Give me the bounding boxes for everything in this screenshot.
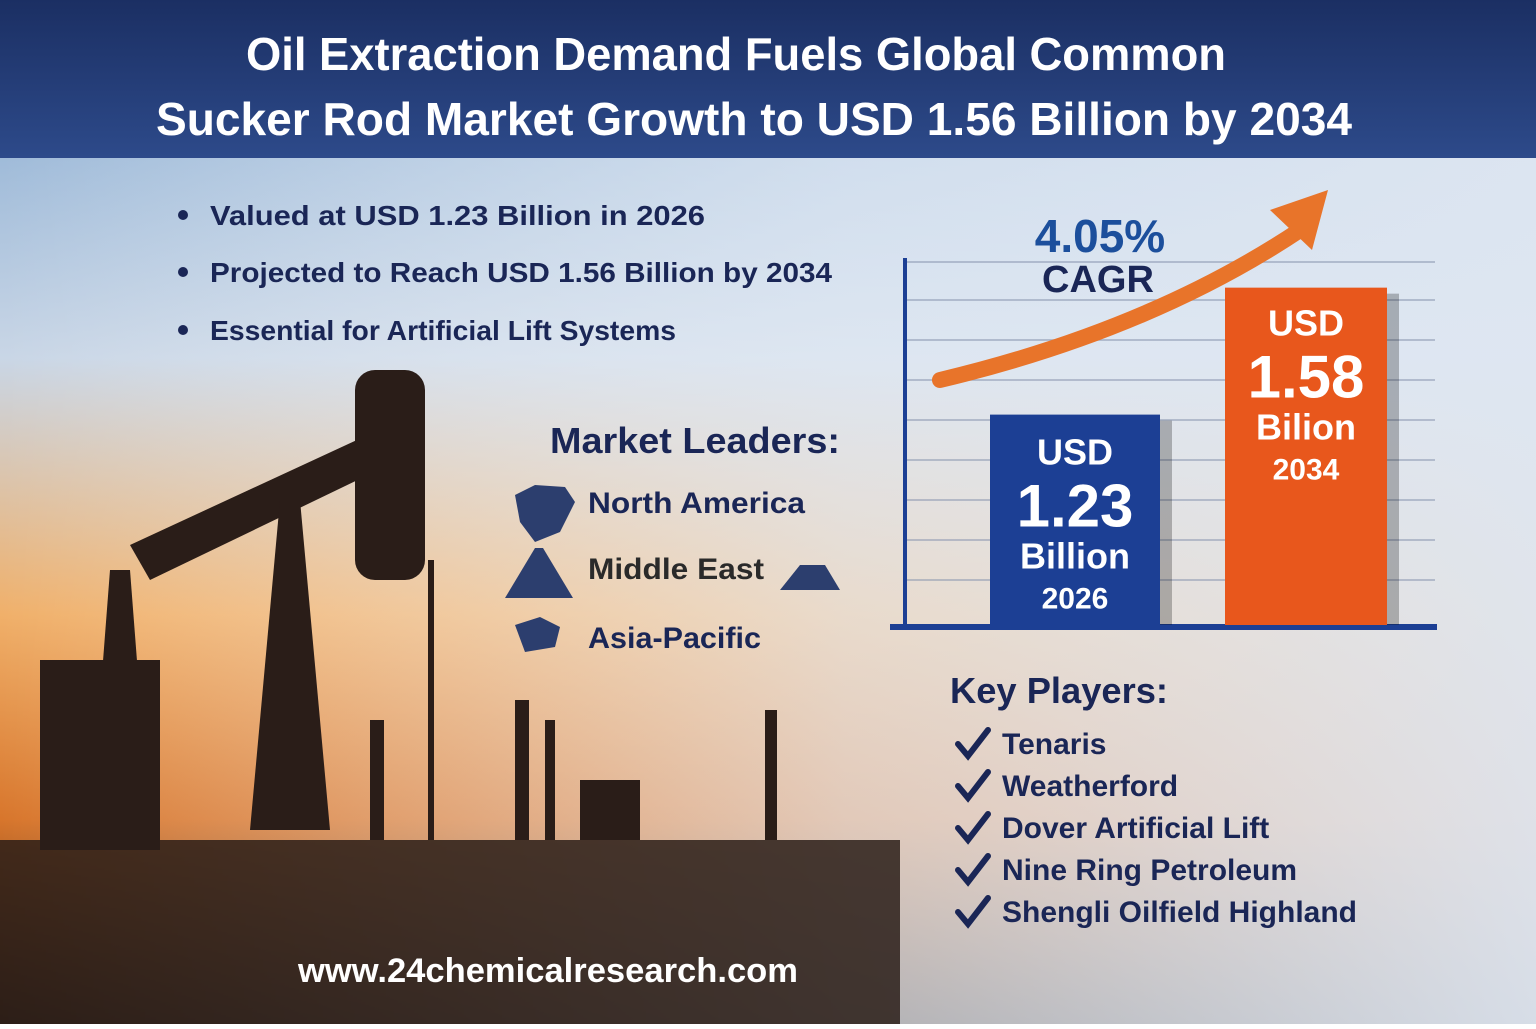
bullet xyxy=(178,267,188,277)
header-band xyxy=(0,0,1536,158)
check-icon xyxy=(955,769,991,803)
highlight: Projected to Reach USD 1.56 Billion by 2… xyxy=(210,257,832,288)
key-players: Tenaris Weatherford Dover Artificial Lift N… xyxy=(955,727,1357,929)
bullet xyxy=(178,210,188,220)
region-icons xyxy=(505,485,840,652)
market-leaders-title: Market Leaders: xyxy=(550,420,840,461)
arrow-head xyxy=(1270,190,1328,250)
bar-shadow xyxy=(1160,420,1172,625)
cagr-value: 4.05% xyxy=(1035,210,1165,262)
bar-unit: Billion xyxy=(1020,536,1130,577)
region: Middle East xyxy=(588,553,764,586)
region: Asia-Pacific xyxy=(588,622,761,655)
growth-arrow xyxy=(932,222,1308,388)
check-icon xyxy=(955,895,991,929)
check-icon xyxy=(955,811,991,845)
bar-value: 1.23 xyxy=(1017,473,1134,540)
highlight: Essential for Artificial Lift Systems xyxy=(210,315,676,346)
bar-year: 2034 xyxy=(1273,454,1340,487)
bar xyxy=(990,414,1160,625)
cagr-label: CAGR xyxy=(1042,259,1154,301)
key-player: Dover Artificial Lift xyxy=(1002,812,1269,845)
bar-value: 1.58 xyxy=(1248,344,1365,411)
bar xyxy=(1225,287,1387,625)
check-icon xyxy=(955,853,991,887)
title: Oil Extraction Demand Fuels Global Commo… xyxy=(246,28,1226,80)
key-player: Tenaris xyxy=(1002,728,1107,761)
key-player: Shengli Oilfield Highland xyxy=(1002,896,1357,929)
silhouette xyxy=(0,370,900,1024)
key-players-title: Key Players: xyxy=(950,670,1168,711)
region: North America xyxy=(588,487,805,520)
bar-unit: Bilion xyxy=(1256,407,1356,448)
check-icon xyxy=(955,727,991,761)
title: Sucker Rod Market Growth to USD 1.56 Bil… xyxy=(156,93,1352,145)
key-player: Weatherford xyxy=(1002,770,1178,803)
highlight: Valued at USD 1.23 Billion in 2026 xyxy=(210,200,705,231)
bar-prefix: USD xyxy=(1037,432,1113,473)
highlights: Valued at USD 1.23 Billion in 2026 Proje… xyxy=(178,200,832,346)
bar-shadow xyxy=(1387,293,1399,625)
bar-prefix: USD xyxy=(1268,303,1344,344)
bar-year: 2026 xyxy=(1042,583,1109,616)
key-player: Nine Ring Petroleum xyxy=(1002,854,1297,887)
bullet xyxy=(178,325,188,335)
footer-url: www.24chemicalresearch.com xyxy=(297,952,798,990)
